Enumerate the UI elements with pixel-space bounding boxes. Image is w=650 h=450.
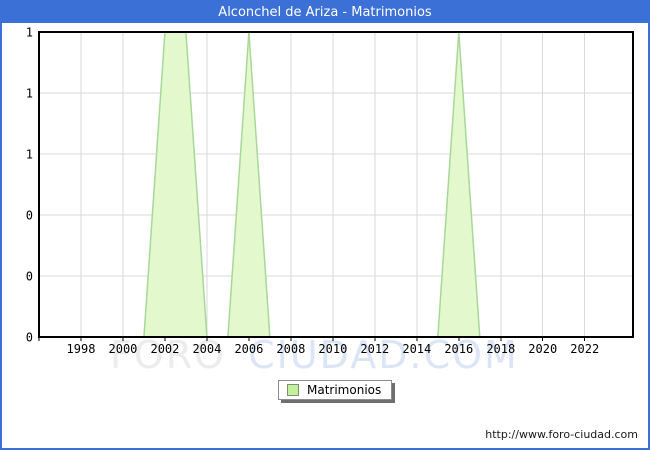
svg-text:2000: 2000 [109, 342, 138, 356]
matrimonios-swatch-icon [287, 384, 299, 396]
svg-text:1: 1 [26, 87, 33, 101]
chart-title: Alconchel de Ariza - Matrimonios [2, 2, 648, 23]
watermark: FORO CIUDAD.COM [110, 334, 519, 376]
svg-text:2006: 2006 [234, 342, 263, 356]
legend: Matrimonios [278, 380, 393, 400]
footer-url: http://www.foro-ciudad.com [485, 428, 638, 441]
svg-text:0: 0 [26, 331, 33, 345]
svg-text:2016: 2016 [444, 342, 473, 356]
svg-text:2004: 2004 [192, 342, 221, 356]
svg-text:0: 0 [26, 209, 33, 223]
svg-text:2020: 2020 [528, 342, 557, 356]
watermark-ciudad: CIUDAD.COM [248, 333, 519, 377]
svg-text:1998: 1998 [67, 342, 96, 356]
svg-text:2008: 2008 [276, 342, 305, 356]
svg-text:1: 1 [26, 148, 33, 162]
svg-text:2010: 2010 [318, 342, 347, 356]
svg-text:2012: 2012 [360, 342, 389, 356]
svg-text:0: 0 [26, 270, 33, 284]
svg-text:2018: 2018 [486, 342, 515, 356]
watermark-foro: FORO [110, 333, 227, 377]
svg-text:2014: 2014 [402, 342, 431, 356]
legend-label: Matrimonios [307, 383, 382, 397]
svg-text:2022: 2022 [570, 342, 599, 356]
svg-text:1: 1 [26, 26, 33, 40]
svg-text:2002: 2002 [150, 342, 179, 356]
